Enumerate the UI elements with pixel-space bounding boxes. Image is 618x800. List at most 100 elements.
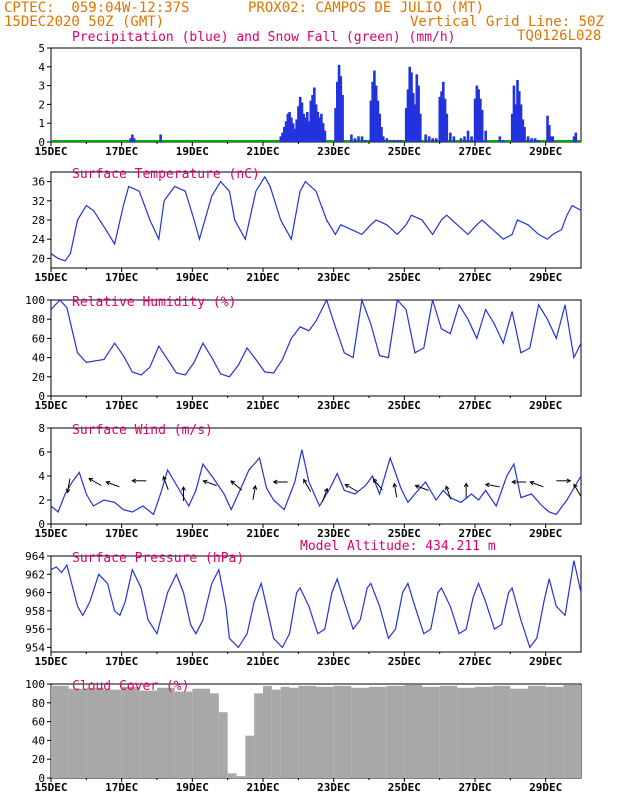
grid-line-note: Vertical Grid Line: 50Z [410, 14, 604, 30]
precip-bar [572, 136, 576, 142]
x-tick-label: 15DEC [34, 145, 67, 158]
precip-bar [295, 119, 298, 142]
precip-bar [417, 85, 420, 142]
wind-vector-head [566, 478, 572, 484]
rh-line [50, 297, 582, 378]
x-tick-label: 25DEC [388, 655, 421, 668]
precip-bar [424, 134, 427, 142]
precip-bar [442, 81, 445, 142]
x-tick-label: 21DEC [246, 655, 279, 668]
y-tick-label: 32 [32, 195, 45, 208]
cloud-bar [86, 687, 104, 778]
precip-bar [284, 121, 288, 142]
wind-vector [372, 478, 383, 491]
precip-bar [419, 113, 422, 142]
precip-bar [551, 136, 555, 142]
precip-bar [440, 91, 443, 142]
precip-bar [410, 72, 413, 142]
cloud-bar [289, 687, 299, 778]
x-tick-label: 25DEC [388, 781, 421, 794]
precip-bar [132, 138, 136, 142]
y-tick-label: 60 [32, 332, 45, 345]
cloud-bar [457, 687, 475, 778]
wind-vector-head [392, 482, 398, 488]
precip-bar [279, 136, 283, 142]
x-tick-label: 25DEC [388, 527, 421, 540]
cloud-bar [386, 685, 405, 778]
wind-vector [530, 481, 544, 488]
y-tick-label: 100 [25, 294, 45, 307]
precip-bar [314, 104, 318, 142]
x-tick-label: 19DEC [176, 145, 209, 158]
precip-bar [445, 113, 449, 142]
precip-bar [131, 134, 134, 142]
panel-title: Cloud Cover (%) [72, 679, 189, 694]
x-tick-label: 29DEC [529, 781, 562, 794]
x-tick-label: 29DEC [529, 271, 562, 284]
panel-title: Surface Wind (m/s) [72, 423, 213, 438]
precip-bar [323, 130, 327, 142]
precip-bar [459, 138, 463, 142]
wind-vector [345, 484, 358, 492]
cloud-bar [218, 712, 228, 778]
precip-bar [484, 130, 487, 142]
precip-bar [399, 140, 403, 142]
model-id: TQ0126L028 [517, 28, 602, 44]
x-tick-label: 25DEC [388, 145, 421, 158]
x-tick-label: 17DEC [105, 527, 138, 540]
precip-bar [415, 74, 419, 142]
x-tick-label: 23DEC [317, 655, 350, 668]
wind-vector [393, 483, 398, 498]
precip-bar [369, 100, 373, 142]
wind-vector [445, 486, 452, 500]
y-tick-label: 954 [25, 641, 45, 654]
cloud-bar [104, 689, 122, 778]
pres-line [50, 560, 582, 649]
panel-title: Surface Pressure (hPa) [72, 551, 244, 566]
y-tick-label: 5 [38, 42, 45, 55]
precip-bar [305, 111, 309, 142]
precip-bar [449, 132, 452, 142]
y-tick-label: 40 [32, 352, 45, 365]
wind-vector-head [88, 477, 94, 483]
precip-bar [466, 130, 470, 142]
precip-bar [480, 110, 484, 142]
y-tick-label: 60 [32, 716, 45, 729]
panel-wind [47, 427, 582, 528]
cloud-bar [174, 691, 193, 778]
precip-bar [512, 85, 516, 142]
precip-bar [475, 85, 479, 142]
y-tick-label: 0 [38, 772, 45, 785]
x-tick-label: 27DEC [458, 145, 491, 158]
precip-bar [309, 100, 313, 142]
wind-vector-head [131, 478, 137, 484]
x-tick-label: 29DEC [529, 145, 562, 158]
precip-bar [413, 104, 417, 142]
panel-annotation: Model Altitude: 434.211 m [300, 539, 496, 554]
precip-bar [517, 91, 521, 142]
wind-vector-head [573, 483, 578, 489]
x-tick-label: 23DEC [317, 399, 350, 412]
y-tick-label: 956 [25, 623, 45, 636]
y-tick-label: 24 [32, 233, 46, 246]
x-tick-label: 21DEC [246, 781, 279, 794]
precip-bar [297, 106, 300, 142]
cloud-bar [298, 685, 316, 778]
wind-vector-head [202, 479, 208, 485]
x-tick-label: 19DEC [176, 271, 209, 284]
precip-bar [304, 117, 307, 142]
precip-bar [291, 123, 295, 142]
panel-cloud [47, 683, 582, 782]
cloud-bar [254, 693, 263, 778]
precip-bar [479, 98, 482, 142]
x-tick-label: 27DEC [458, 399, 491, 412]
precip-bar [502, 140, 505, 142]
cloud-bar [545, 686, 564, 778]
precip-bar [364, 140, 367, 142]
wind-vector [415, 485, 429, 491]
wind-vector-head [344, 483, 350, 489]
precip-bar [473, 98, 477, 142]
precip-bar [406, 89, 410, 142]
precip-bar [546, 115, 549, 142]
precip-bar [434, 138, 438, 142]
